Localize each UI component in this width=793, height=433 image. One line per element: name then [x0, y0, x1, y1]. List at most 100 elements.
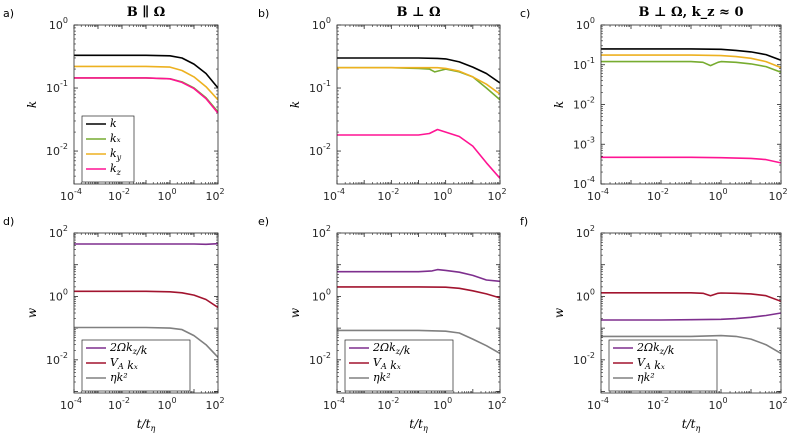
x-tick-label: 102	[768, 187, 787, 203]
y-tick-label: 10-3	[573, 135, 595, 151]
series-group	[74, 54, 218, 114]
legend-entry-label: 2Ωkz/k	[372, 341, 411, 357]
series-line-k	[601, 334, 781, 355]
legend-entry-label: 2Ωkz/k	[636, 341, 675, 357]
x-axis-label: t/tη	[137, 417, 156, 433]
y-tick-label: 100	[576, 287, 595, 303]
x-tick-label: 100	[708, 396, 727, 412]
y-tick-label: 10-2	[573, 351, 595, 367]
x-tick-label: 10-4	[323, 187, 345, 203]
x-tick-label: 100	[157, 396, 176, 412]
y-tick-label: 10-2	[46, 351, 68, 367]
y-tick-label: 100	[576, 16, 595, 32]
x-tick-label: 102	[487, 396, 506, 412]
legend-entry-label: ky	[110, 147, 122, 162]
x-tick-label: 100	[157, 187, 176, 203]
legend-entry-label: 2Ωkz/k	[109, 341, 148, 357]
y-tick-label: 100	[312, 16, 331, 32]
x-tick-label: 100	[708, 187, 727, 203]
legend-entry-label: ηk²	[373, 371, 391, 384]
y-tick-label: 10-2	[309, 142, 331, 158]
y-tick-label: 102	[312, 224, 331, 240]
legend-entry-label: VA kₓ	[110, 356, 138, 372]
y-axis-label: w	[288, 307, 302, 318]
y-axis-label: w	[25, 307, 39, 318]
y-tick-label: 102	[49, 224, 68, 240]
x-tick-label: 100	[433, 396, 452, 412]
series-line-k	[337, 329, 500, 355]
x-tick-label: 100	[433, 187, 452, 203]
panel-label: d)	[3, 215, 14, 228]
y-tick-label: 102	[576, 224, 595, 240]
series-line-kz	[601, 156, 781, 164]
x-tick-label: 10-4	[587, 396, 609, 412]
panel-label: b)	[258, 7, 269, 20]
x-tick-label: 10-2	[647, 187, 669, 203]
series-line-kx	[74, 77, 218, 113]
y-axis-label: k	[288, 101, 302, 108]
legend-entry-label: k	[110, 117, 117, 130]
legend-entry-label: kz	[110, 162, 122, 177]
y-tick-label: 100	[312, 287, 331, 303]
axes-frame	[73, 24, 219, 185]
x-tick-label: 102	[205, 396, 224, 412]
series-line-ky	[74, 65, 218, 101]
x-tick-label: 102	[768, 396, 787, 412]
series-line-k	[74, 326, 218, 358]
axes-frame	[600, 24, 782, 185]
series-line-2kzk	[337, 268, 500, 283]
axes-frame	[600, 232, 782, 394]
x-tick-label: 10-4	[587, 187, 609, 203]
series-line-k	[337, 57, 500, 84]
panel-label: f)	[520, 215, 528, 228]
legend-entry-label: VA kₓ	[373, 356, 401, 372]
chart-panel-f: f) w t/tη 10-4 10-2 100 102 10-2 100 102 2Ωkz/kVA …	[520, 215, 788, 433]
y-tick-label: 100	[49, 287, 68, 303]
x-tick-label: 102	[487, 187, 506, 203]
series-group	[337, 268, 500, 355]
y-tick-label: 10-2	[309, 351, 331, 367]
series-line-kx	[601, 60, 781, 73]
legend-entry-label: VA kₓ	[637, 356, 665, 372]
legend-box	[81, 115, 135, 183]
series-group	[74, 242, 218, 358]
series-line-kx	[337, 66, 500, 101]
axes-frame	[336, 232, 501, 394]
panel-title: B ∥ Ω	[127, 5, 166, 20]
x-tick-label: 10-4	[60, 396, 82, 412]
y-tick-label: 10-1	[573, 56, 595, 72]
y-tick-label: 10-1	[46, 79, 68, 95]
chart-panel-c: c) B ⊥ Ω, k_z ≈ 0 k 10-4 10-2 100 102 10-4 10-3 1…	[520, 5, 788, 203]
x-axis-label: t/tη	[409, 417, 428, 433]
series-line-k	[601, 48, 781, 61]
series-line-kz	[337, 128, 500, 179]
y-axis-label: k	[25, 101, 39, 108]
legend-entry-label: ηk²	[637, 371, 655, 384]
chart-panel-e: e) w t/tη 10-4 10-2 100 102 10-2 100 102 2Ωkz/kVA …	[258, 215, 507, 433]
x-tick-label: 10-2	[377, 396, 399, 412]
series-line-2kzk	[74, 242, 218, 246]
series-group	[337, 57, 500, 179]
x-tick-label: 10-4	[60, 187, 82, 203]
panel-label: c)	[520, 7, 530, 20]
x-tick-label: 10-2	[108, 396, 130, 412]
series-line-2kzk	[601, 312, 781, 321]
x-tick-label: 10-4	[323, 396, 345, 412]
series-group	[601, 292, 781, 355]
series-line-kz	[74, 77, 218, 114]
y-tick-label: 10-1	[309, 79, 331, 95]
y-axis-label: k	[552, 101, 566, 108]
series-line-ky	[601, 54, 781, 69]
series-line-ky	[337, 66, 500, 95]
series-line-VAkx	[337, 286, 500, 299]
axes-frame	[73, 232, 219, 394]
axes-frame	[336, 24, 501, 185]
x-tick-label: 10-2	[108, 187, 130, 203]
panel-label: e)	[258, 215, 269, 228]
